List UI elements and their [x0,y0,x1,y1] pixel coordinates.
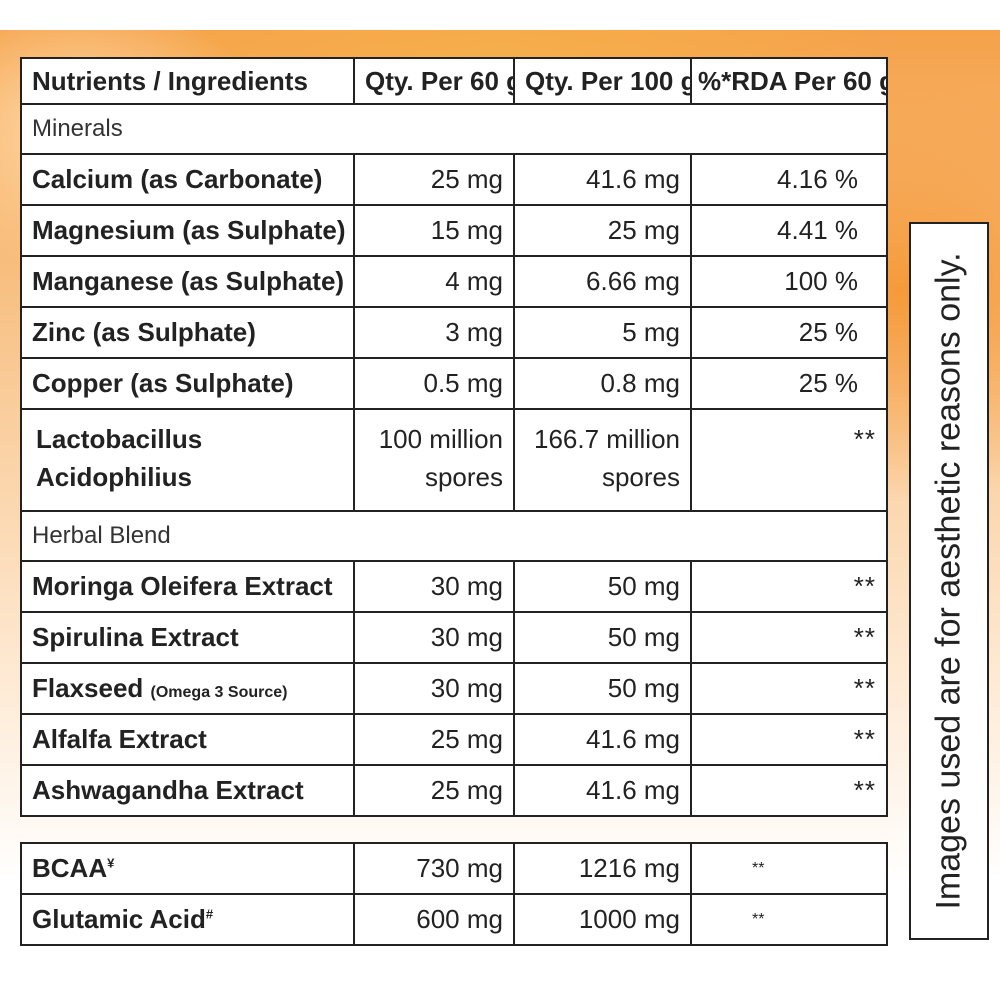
nutrient-name-line1: Lactobacillus [36,424,203,454]
qty-100g: 41.6 mg [513,153,692,206]
nutrient-name: Magnesium (as Sulphate) [20,204,355,257]
table-row: Ashwagandha Extract 25 mg 41.6 mg ** [20,764,888,817]
qty-100g-line1: 166.7 million [534,424,680,454]
nutrient-name: Zinc (as Sulphate) [20,306,355,359]
table-row: Copper (as Sulphate) 0.5 mg 0.8 mg 25 % [20,357,888,410]
rda-value: ** [690,662,888,715]
table-row: Glutamic Acid# 600 mg 1000 mg ** [20,893,888,946]
nutrient-name-main: Flaxseed [32,673,144,703]
nutrient-name: Alfalfa Extract [20,713,355,766]
rda-value: ** [690,893,888,946]
table-row: BCAA¥ 730 mg 1216 mg ** [20,842,888,895]
qty-60g: 600 mg [353,893,515,946]
nutrient-name: Manganese (as Sulphate) [20,255,355,308]
qty-60g: 25 mg [353,713,515,766]
qty-100g: 41.6 mg [513,764,692,817]
qty-60g: 100 million spores [353,408,515,512]
table-row-lactobacillus: Lactobacillus Acidophilius 100 million s… [20,408,888,512]
nutrient-name: Calcium (as Carbonate) [20,153,355,206]
qty-60g-line2: spores [424,462,503,492]
rda-value: 100 % [690,255,888,308]
header-qty-100g: Qty. Per 100 g [513,57,692,105]
nutrient-name: Ashwagandha Extract [20,764,355,817]
qty-60g: 730 mg [353,842,515,895]
nutrient-name: BCAA¥ [20,842,355,895]
qty-100g: 25 mg [513,204,692,257]
section-title-minerals: Minerals [20,103,888,155]
footnote-mark: # [205,906,214,922]
rda-value: ** [690,560,888,613]
header-qty-60g: Qty. Per 60 g [353,57,515,105]
table-row: Spirulina Extract 30 mg 50 mg ** [20,611,888,664]
section-title-herbal: Herbal Blend [20,510,888,562]
table-row: Manganese (as Sulphate) 4 mg 6.66 mg 100… [20,255,888,308]
rda-value: ** [690,611,888,664]
table-header-row: Nutrients / Ingredients Qty. Per 60 g Qt… [20,57,888,105]
nutrient-name-note: (Omega 3 Source) [150,684,288,701]
rda-value: ** [690,764,888,817]
nutrient-name: Moringa Oleifera Extract [20,560,355,613]
qty-60g: 30 mg [353,611,515,664]
qty-100g: 6.66 mg [513,255,692,308]
amino-acid-table: BCAA¥ 730 mg 1216 mg ** Glutamic Acid# 6… [20,842,888,946]
nutrition-table: Nutrients / Ingredients Qty. Per 60 g Qt… [20,57,888,817]
qty-60g: 25 mg [353,764,515,817]
nutrient-name-main: BCAA [32,853,108,883]
table-row: Moringa Oleifera Extract 30 mg 50 mg ** [20,560,888,613]
nutrient-name: Glutamic Acid# [20,893,355,946]
section-row-minerals: Minerals [20,103,888,155]
rda-value: 4.16 % [690,153,888,206]
footnote-mark: ¥ [107,855,115,871]
nutrient-name: Lactobacillus Acidophilius [20,408,355,512]
nutrient-name: Flaxseed (Omega 3 Source) [20,662,355,715]
qty-100g: 166.7 million spores [513,408,692,512]
header-rda: %*RDA Per 60 g [690,57,888,105]
section-row-herbal: Herbal Blend [20,510,888,562]
table-row: Magnesium (as Sulphate) 15 mg 25 mg 4.41… [20,204,888,257]
qty-100g: 50 mg [513,611,692,664]
qty-100g: 0.8 mg [513,357,692,410]
qty-100g: 5 mg [513,306,692,359]
table-row: Flaxseed (Omega 3 Source) 30 mg 50 mg ** [20,662,888,715]
rda-value: ** [690,713,888,766]
qty-60g: 0.5 mg [353,357,515,410]
qty-60g-line1: 100 million [378,424,503,454]
qty-100g: 50 mg [513,560,692,613]
qty-100g: 41.6 mg [513,713,692,766]
table-row: Zinc (as Sulphate) 3 mg 5 mg 25 % [20,306,888,359]
rda-value: ** [690,408,888,512]
qty-100g: 50 mg [513,662,692,715]
qty-60g: 4 mg [353,255,515,308]
rda-value: 4.41 % [690,204,888,257]
qty-60g: 30 mg [353,560,515,613]
qty-60g: 30 mg [353,662,515,715]
qty-60g: 3 mg [353,306,515,359]
table-row: Calcium (as Carbonate) 25 mg 41.6 mg 4.1… [20,153,888,206]
disclaimer-text: Images used are for aesthetic reasons on… [929,252,968,910]
qty-100g-line2: spores [601,462,680,492]
qty-100g: 1216 mg [513,842,692,895]
nutrient-name-main: Glutamic Acid [32,904,206,934]
qty-60g: 25 mg [353,153,515,206]
table-row: Alfalfa Extract 25 mg 41.6 mg ** [20,713,888,766]
rda-value: 25 % [690,306,888,359]
rda-value: ** [690,842,888,895]
rda-value: 25 % [690,357,888,410]
disclaimer-box: Images used are for aesthetic reasons on… [909,222,989,940]
nutrient-name: Copper (as Sulphate) [20,357,355,410]
nutrient-name: Spirulina Extract [20,611,355,664]
nutrient-name-line2: Acidophilius [36,462,192,492]
header-nutrients: Nutrients / Ingredients [20,57,355,105]
qty-60g: 15 mg [353,204,515,257]
qty-100g: 1000 mg [513,893,692,946]
